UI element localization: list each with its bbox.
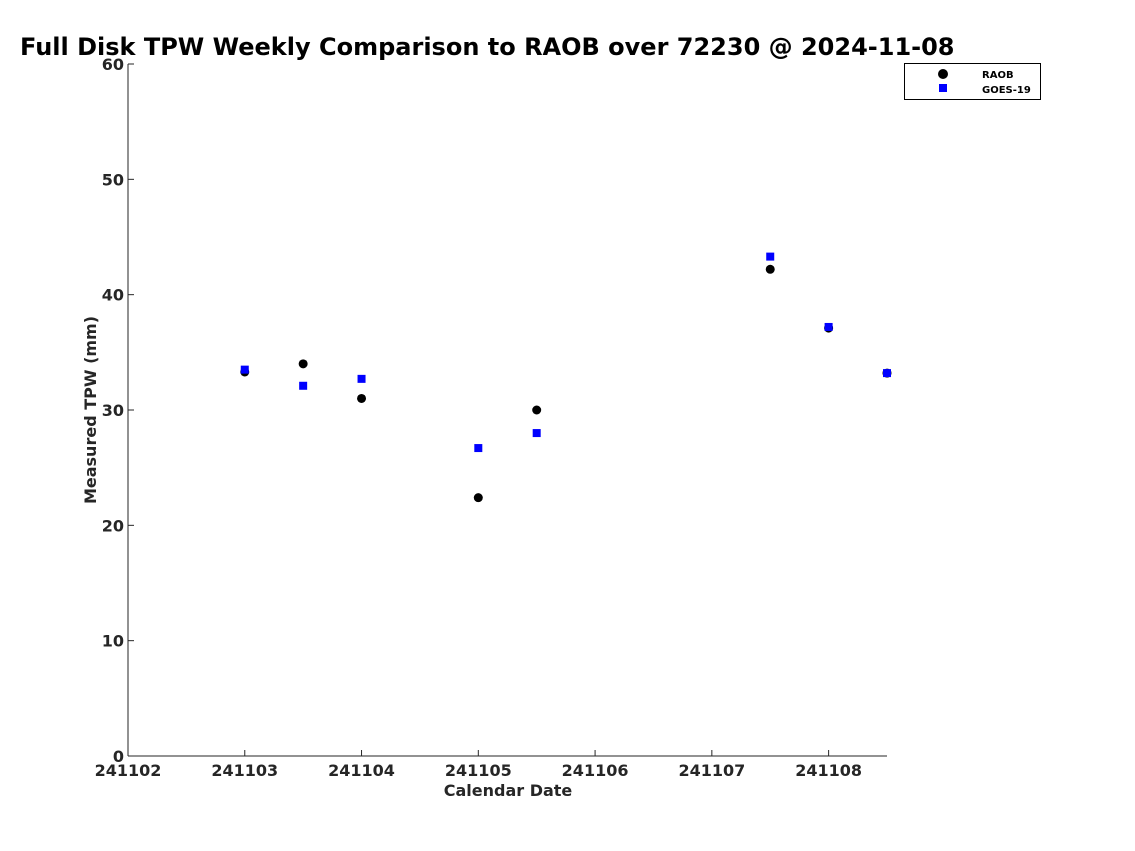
data-point-goes19 — [824, 322, 833, 331]
plot-area — [127, 64, 887, 757]
legend-label-raob: RAOB — [982, 70, 1014, 81]
y-tick-label: 40 — [102, 286, 124, 305]
data-point-goes19 — [357, 374, 366, 383]
y-axis-label: Measured TPW (mm) — [81, 316, 100, 504]
x-tick-label: 241105 — [445, 761, 512, 780]
data-point-goes19 — [532, 429, 541, 438]
x-tick-label: 241107 — [678, 761, 745, 780]
x-tick-label: 241103 — [211, 761, 278, 780]
legend-marker-raob — [938, 69, 948, 79]
data-point-goes19 — [240, 365, 249, 374]
series-layer — [240, 252, 892, 503]
data-point-raob — [357, 393, 367, 403]
y-tick-label: 20 — [102, 516, 124, 535]
y-tick-label: 10 — [102, 632, 124, 651]
y-tick-label: 50 — [102, 170, 124, 189]
y-tick-label: 0 — [113, 747, 124, 766]
data-point-raob — [298, 359, 308, 369]
y-tick-label: 30 — [102, 401, 124, 420]
chart-title: Full Disk TPW Weekly Comparison to RAOB … — [20, 33, 955, 61]
legend-box — [904, 63, 1041, 100]
data-point-raob — [765, 264, 775, 274]
x-axis-label: Calendar Date — [444, 781, 573, 800]
legend-marker-goes19 — [939, 84, 947, 92]
data-point-goes19 — [474, 444, 483, 453]
data-point-raob — [532, 405, 542, 415]
legend-label-goes19: GOES-19 — [982, 85, 1031, 96]
data-point-goes19 — [299, 381, 308, 390]
data-point-goes19 — [766, 252, 775, 261]
y-ticks: 0 10 20 30 40 50 60 — [102, 55, 134, 766]
x-tick-label: 241108 — [795, 761, 862, 780]
data-point-goes19 — [883, 369, 891, 378]
x-tick-label: 241102 — [95, 761, 162, 780]
x-ticks: 241102 241103 241104 241105 241106 241107 2411… — [95, 750, 862, 780]
x-tick-label: 241106 — [562, 761, 629, 780]
data-point-raob — [473, 493, 483, 503]
y-tick-label: 60 — [102, 55, 124, 74]
legend: RAOB GOES-19 — [904, 63, 1041, 100]
x-tick-label: 241104 — [328, 761, 395, 780]
